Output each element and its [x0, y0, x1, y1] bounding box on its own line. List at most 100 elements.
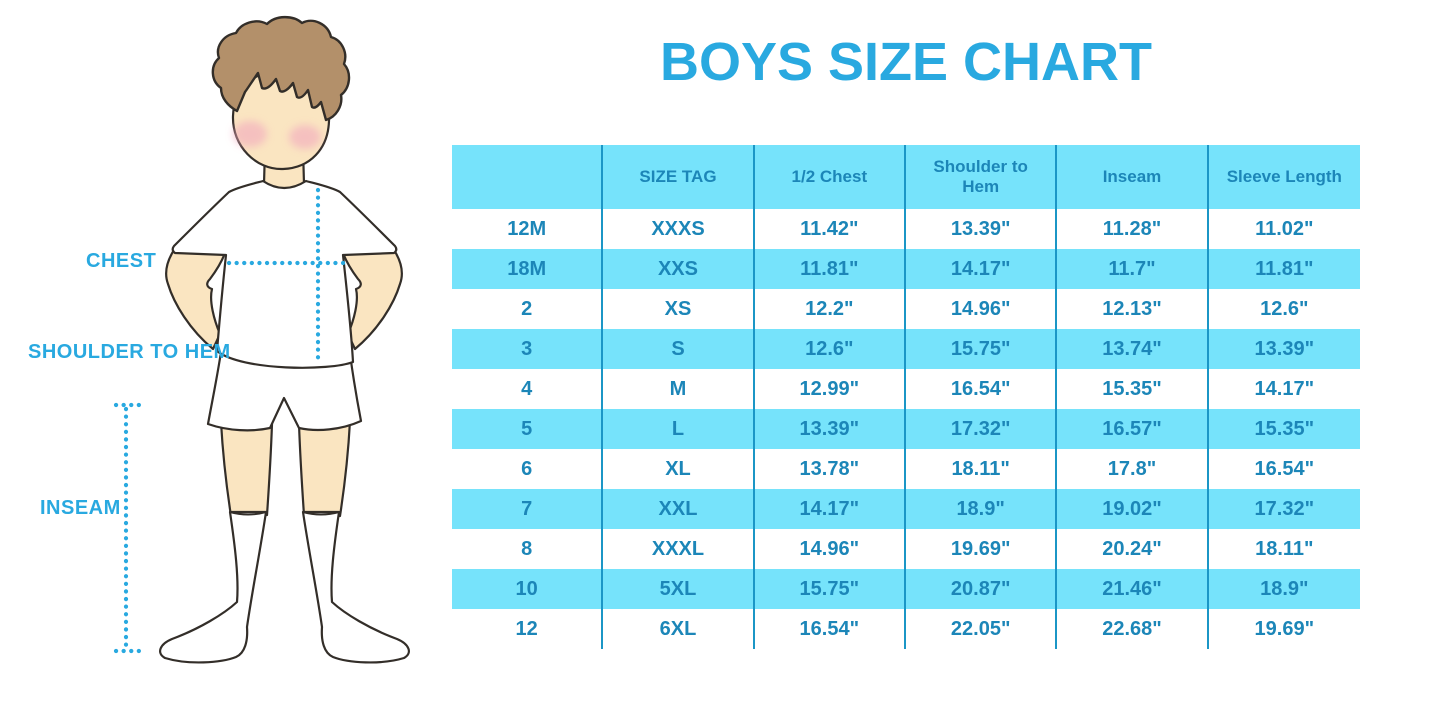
table-row: 2 XS 12.2" 14.96" 12.13" 12.6" — [452, 289, 1360, 329]
table-cell: 12M — [452, 209, 604, 249]
table-cell: 11.81" — [1255, 257, 1314, 280]
left-sock-shape — [159, 510, 268, 664]
right-sock-shape — [301, 510, 410, 664]
table-cell: 5 — [452, 409, 604, 449]
table-cell: 18.9" — [1260, 577, 1309, 600]
table-cell: XXL — [603, 489, 755, 529]
table-cell: 18.11" — [906, 449, 1058, 489]
table-cell: XXXL — [603, 529, 755, 569]
table-cell: 12.13" — [1057, 289, 1209, 329]
table-cell: 12 — [452, 609, 604, 649]
table-cell: XXS — [603, 249, 755, 289]
table-cell: 5XL — [603, 569, 755, 609]
table-cell: 11.02" — [1255, 217, 1314, 240]
table-cell: 12.6" — [755, 329, 906, 369]
table-cell: 15.35" — [1057, 369, 1209, 409]
table-row: 10 5XL 15.75" 20.87" 21.46" 18.9" — [452, 569, 1360, 609]
table-cell: 3 — [452, 329, 604, 369]
table-cell: 11.28" — [1057, 209, 1209, 249]
table-cell: 20.87" — [906, 569, 1058, 609]
table-cell: 6 — [452, 449, 604, 489]
hair-shape — [211, 15, 351, 122]
table-cell: 12.6" — [1260, 297, 1309, 320]
table-cell: 14.96" — [755, 529, 906, 569]
table-cell: 6XL — [603, 609, 755, 649]
table-cell: 19.02" — [1057, 489, 1209, 529]
table-cell: 13.39" — [1254, 337, 1315, 360]
left-arm-shape — [165, 248, 227, 351]
right-cheek — [289, 125, 321, 149]
right-sock-top-line — [302, 511, 340, 516]
table-cell: 16.54" — [906, 369, 1058, 409]
table-row: 5 L 13.39" 17.32" 16.57" 15.35" — [452, 409, 1360, 449]
table-row: 12M XXXS 11.42" 13.39" 11.28" 11.02" — [452, 209, 1360, 249]
table-cell: L — [603, 409, 755, 449]
table-cell: 17.32" — [1254, 497, 1315, 520]
chest-label: CHEST — [86, 250, 157, 272]
table-cell: 16.54" — [1254, 457, 1315, 480]
inseam-label: INSEAM — [40, 497, 121, 519]
table-row: 7 XXL 14.17" 18.9" 19.02" 17.32" — [452, 489, 1360, 529]
left-leg-shape — [219, 420, 274, 518]
table-cell: 11.81" — [755, 249, 906, 289]
table-cell: 8 — [452, 529, 604, 569]
size-table-header-row: SIZE TAG 1/2 Chest Shoulder to Hem Inseam Sl… — [452, 145, 1360, 209]
table-cell: 20.24" — [1057, 529, 1209, 569]
table-cell: 17.8" — [1057, 449, 1209, 489]
table-cell: 13.39" — [755, 409, 906, 449]
tshirt-shape — [171, 179, 398, 369]
right-arm-shape — [341, 248, 403, 351]
size-table: SIZE TAG 1/2 Chest Shoulder to Hem Inseam Sl… — [452, 145, 1360, 649]
table-cell: 13.39" — [906, 209, 1058, 249]
table-cell: 15.35" — [1254, 417, 1315, 440]
table-cell: 15.75" — [755, 569, 906, 609]
table-cell: 14.17" — [906, 249, 1058, 289]
column-header: SIZE TAG — [603, 145, 755, 209]
table-cell: 21.46" — [1057, 569, 1209, 609]
table-cell: 18.9" — [906, 489, 1058, 529]
right-leg-shape — [297, 419, 352, 518]
table-cell: 16.54" — [755, 609, 906, 649]
table-cell: 17.32" — [906, 409, 1058, 449]
table-cell: 18M — [452, 249, 604, 289]
table-cell: 19.69" — [906, 529, 1058, 569]
table-cell: 11.42" — [755, 209, 906, 249]
table-cell: 4 — [452, 369, 604, 409]
table-cell: 14.17" — [755, 489, 906, 529]
table-cell: XL — [603, 449, 755, 489]
column-header: Sleeve Length — [1226, 166, 1342, 186]
table-cell: 18.11" — [1255, 537, 1314, 560]
table-row: 12 6XL 16.54" 22.05" 22.68" 19.69" — [452, 609, 1360, 649]
table-cell: 13.74" — [1057, 329, 1209, 369]
table-cell: 13.78" — [755, 449, 906, 489]
table-cell: M — [603, 369, 755, 409]
table-row: 3 S 12.6" 15.75" 13.74" 13.39" — [452, 329, 1360, 369]
table-cell: 14.17" — [1254, 377, 1315, 400]
table-cell: 22.05" — [906, 609, 1058, 649]
table-cell: 22.68" — [1057, 609, 1209, 649]
column-header: 1/2 Chest — [755, 145, 906, 209]
table-cell: 2 — [452, 289, 604, 329]
table-cell: XS — [603, 289, 755, 329]
left-sock-top-line — [229, 511, 267, 516]
table-cell: S — [603, 329, 755, 369]
left-cheek — [233, 121, 267, 147]
table-row: 8 XXXL 14.96" 19.69" 20.24" 18.11" — [452, 529, 1360, 569]
table-cell: 16.57" — [1057, 409, 1209, 449]
table-cell: 11.7" — [1057, 249, 1209, 289]
table-cell: 14.96" — [906, 289, 1058, 329]
table-row: 18M XXS 11.81" 14.17" 11.7" 11.81" — [452, 249, 1360, 289]
size-table-body: 12M XXXS 11.42" 13.39" 11.28" 11.02" 18M XXS 11.… — [452, 209, 1360, 649]
table-row: 4 M 12.99" 16.54" 15.35" 14.17" — [452, 369, 1360, 409]
column-header — [452, 145, 604, 209]
table-cell: XXXS — [603, 209, 755, 249]
shoulder-to-hem-label: SHOULDER TO HEM — [28, 341, 231, 363]
table-cell: 12.99" — [755, 369, 906, 409]
table-cell: 10 — [452, 569, 604, 609]
column-header: Shoulder to Hem — [906, 145, 1058, 209]
table-cell: 12.2" — [755, 289, 906, 329]
table-row: 6 XL 13.78" 18.11" 17.8" 16.54" — [452, 449, 1360, 489]
table-cell: 15.75" — [906, 329, 1058, 369]
boy-measurement-illustration — [113, 15, 410, 664]
